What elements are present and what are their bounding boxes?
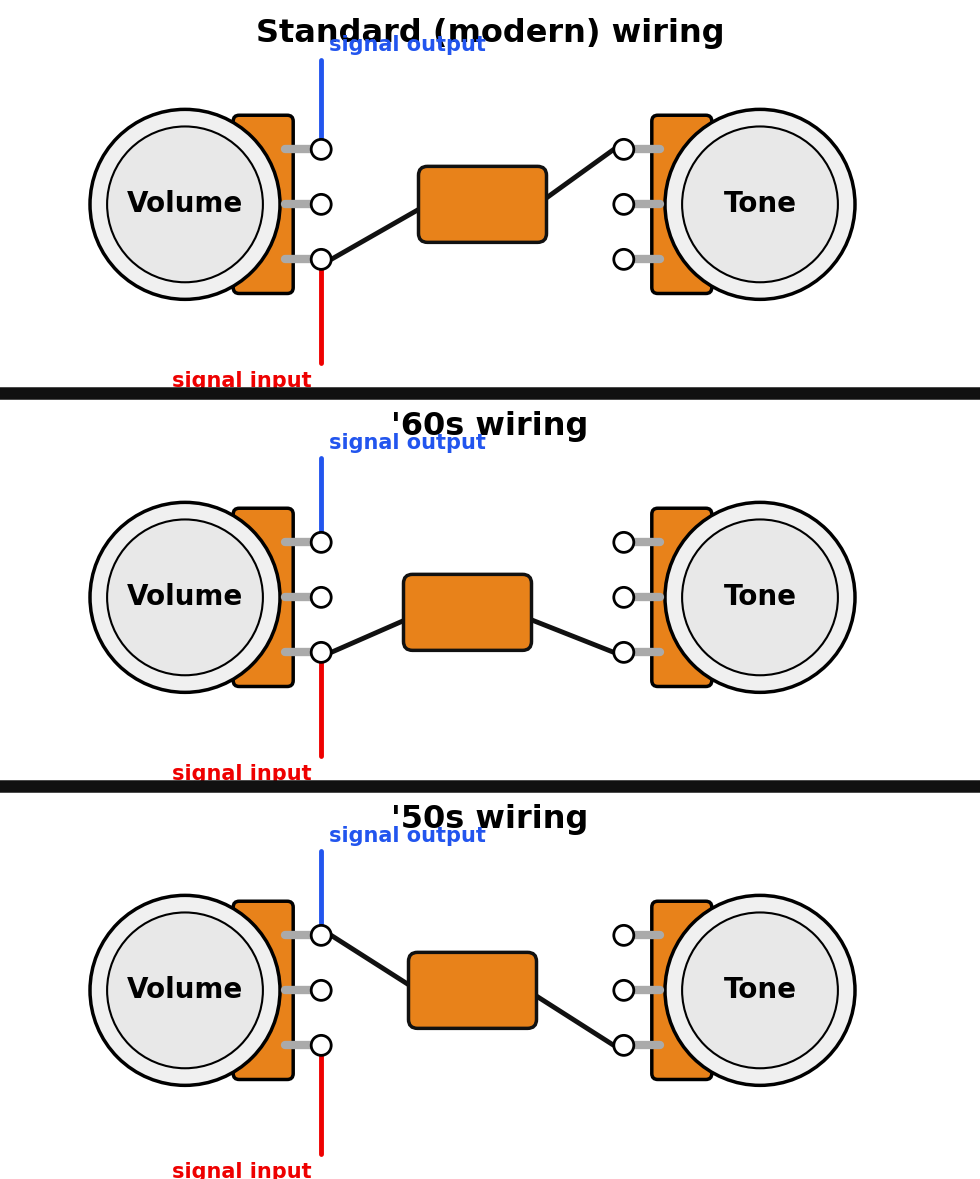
- Text: '60s wiring: '60s wiring: [391, 411, 589, 442]
- FancyBboxPatch shape: [233, 901, 293, 1080]
- Circle shape: [613, 981, 634, 1000]
- FancyBboxPatch shape: [233, 508, 293, 686]
- Text: Volume: Volume: [126, 190, 243, 218]
- Text: Tone: Tone: [723, 190, 797, 218]
- Text: Standard (modern) wiring: Standard (modern) wiring: [256, 18, 724, 50]
- Circle shape: [682, 520, 838, 676]
- Text: signal input: signal input: [172, 764, 312, 784]
- Text: signal output: signal output: [329, 433, 486, 453]
- Circle shape: [613, 1035, 634, 1055]
- Circle shape: [107, 913, 263, 1068]
- Circle shape: [613, 195, 634, 215]
- Text: signal output: signal output: [329, 826, 486, 847]
- Circle shape: [90, 502, 280, 692]
- Text: Volume: Volume: [126, 976, 243, 1005]
- Circle shape: [613, 139, 634, 159]
- FancyBboxPatch shape: [233, 116, 293, 294]
- Circle shape: [312, 533, 331, 552]
- Circle shape: [107, 520, 263, 676]
- Circle shape: [682, 913, 838, 1068]
- Circle shape: [312, 587, 331, 607]
- Circle shape: [665, 895, 855, 1086]
- Circle shape: [107, 126, 263, 282]
- Text: Tone: Tone: [723, 584, 797, 612]
- Circle shape: [613, 250, 634, 269]
- Circle shape: [613, 587, 634, 607]
- Circle shape: [613, 926, 634, 946]
- Circle shape: [613, 533, 634, 552]
- FancyBboxPatch shape: [404, 574, 531, 651]
- FancyBboxPatch shape: [652, 508, 711, 686]
- Circle shape: [312, 195, 331, 215]
- Circle shape: [665, 110, 855, 299]
- Circle shape: [312, 643, 331, 663]
- Circle shape: [312, 139, 331, 159]
- Circle shape: [682, 126, 838, 282]
- Circle shape: [312, 1035, 331, 1055]
- Text: Volume: Volume: [126, 584, 243, 612]
- FancyBboxPatch shape: [409, 953, 536, 1028]
- Circle shape: [312, 981, 331, 1000]
- FancyBboxPatch shape: [652, 901, 711, 1080]
- Circle shape: [90, 110, 280, 299]
- Text: signal output: signal output: [329, 35, 486, 55]
- Text: '50s wiring: '50s wiring: [391, 804, 589, 835]
- Circle shape: [312, 926, 331, 946]
- Text: signal input: signal input: [172, 371, 312, 391]
- Circle shape: [312, 250, 331, 269]
- Circle shape: [665, 502, 855, 692]
- Text: Tone: Tone: [723, 976, 797, 1005]
- FancyBboxPatch shape: [418, 166, 547, 243]
- FancyBboxPatch shape: [652, 116, 711, 294]
- Circle shape: [90, 895, 280, 1086]
- Circle shape: [613, 643, 634, 663]
- Text: signal input: signal input: [172, 1162, 312, 1179]
